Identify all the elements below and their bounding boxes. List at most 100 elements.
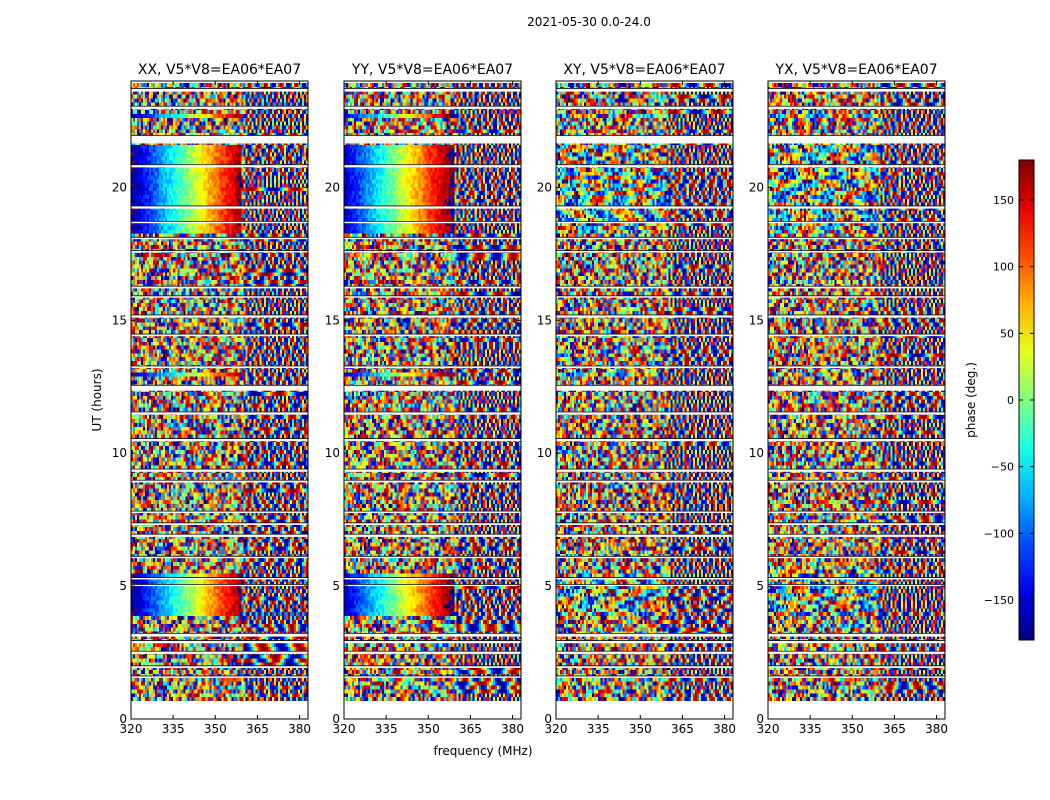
y-axis-label: UT (hours) — [90, 368, 104, 431]
y-tick-label: 5 — [119, 579, 127, 593]
panel-frame — [130, 80, 309, 720]
flagged-gap — [768, 534, 945, 537]
x-tick-label: 320 — [120, 722, 143, 736]
flagged-gap — [344, 250, 521, 253]
flagged-gap — [556, 135, 733, 144]
flagged-gap — [768, 385, 945, 391]
x-tick-label: 320 — [545, 722, 568, 736]
y-tick-label: 15 — [537, 313, 552, 327]
x-tick-label: 380 — [501, 722, 524, 736]
x-tick-label: 380 — [713, 722, 736, 736]
x-axis-label: frequency (MHz) — [433, 744, 532, 758]
flagged-gap — [131, 665, 308, 668]
flagged-gap — [556, 250, 733, 253]
x-tick-label: 335 — [799, 722, 822, 736]
flagged-gap — [131, 577, 308, 580]
flagged-gap — [131, 365, 308, 369]
flagged-gap — [344, 469, 521, 472]
flagged-gap — [768, 511, 945, 513]
y-tick-label: 5 — [332, 579, 340, 593]
panel-2: XY, V5*V8=EA06*EA07 320 335 350 365 380 0 5 10 15… — [537, 62, 736, 736]
panel-title: XY, V5*V8=EA06*EA07 — [563, 62, 725, 78]
flagged-gap — [556, 164, 733, 168]
y-tick-label: 0 — [756, 712, 764, 726]
colorbar-label: phase (deg.) — [964, 362, 978, 438]
flagged-gap — [131, 522, 308, 525]
flagged-gap — [344, 365, 521, 369]
flagged-gap — [556, 640, 733, 644]
flagged-gap — [768, 522, 945, 525]
flagged-gap — [131, 675, 308, 678]
flagged-gap — [768, 365, 945, 369]
x-tick-label: 320 — [333, 722, 356, 736]
flagged-gap — [768, 205, 945, 209]
flagged-gap — [556, 584, 733, 587]
x-tick-label: 365 — [883, 722, 906, 736]
flagged-gap — [131, 295, 308, 298]
flagged-gap — [768, 164, 945, 168]
flagged-gap — [131, 438, 308, 442]
flagged-gap — [131, 334, 308, 337]
flagged-gap — [344, 286, 521, 289]
flagged-gap — [768, 286, 945, 289]
flagged-gap — [768, 314, 945, 318]
flagged-gap — [556, 665, 733, 668]
flagged-gap — [556, 633, 733, 637]
flagged-gap — [556, 556, 733, 559]
x-tick-label: 365 — [459, 722, 482, 736]
no-data-region — [344, 701, 521, 719]
no-data-region — [131, 701, 308, 719]
flagged-gap — [556, 522, 733, 525]
flagged-gap — [556, 469, 733, 472]
panel-frame — [343, 80, 522, 720]
colorbar-tick-label: −50 — [991, 461, 1014, 474]
flagged-gap — [344, 164, 521, 168]
flagged-gap — [344, 665, 521, 668]
flagged-gap — [768, 135, 945, 144]
flagged-gap — [768, 334, 945, 337]
flagged-gap — [344, 205, 521, 209]
flagged-gap — [344, 584, 521, 587]
x-tick-label: 365 — [671, 722, 694, 736]
x-tick-label: 350 — [417, 722, 440, 736]
flagged-gap — [131, 221, 308, 224]
flagged-gap — [556, 334, 733, 337]
flagged-gap — [556, 237, 733, 240]
y-tick-label: 10 — [537, 446, 552, 460]
x-tick-label: 335 — [375, 722, 398, 736]
panels-group: XX, V5*V8=EA06*EA07 320 335 350 365 380 0 5 10 15… — [112, 62, 948, 736]
flagged-gap — [344, 534, 521, 537]
flagged-gap — [131, 480, 308, 483]
y-tick-label: 0 — [119, 712, 127, 726]
flagged-gap — [556, 534, 733, 537]
flagged-gap — [768, 651, 945, 654]
y-tick-label: 10 — [749, 446, 764, 460]
y-tick-label: 0 — [544, 712, 552, 726]
panel-0: XX, V5*V8=EA06*EA07 320 335 350 365 380 0 5 10 15… — [112, 62, 311, 736]
flagged-gap — [768, 556, 945, 559]
y-tick-label: 0 — [332, 712, 340, 726]
flagged-gap — [131, 385, 308, 391]
flagged-gap — [556, 295, 733, 298]
flagged-gap — [344, 633, 521, 637]
panel-title: XX, V5*V8=EA06*EA07 — [138, 62, 301, 78]
x-tick-label: 320 — [757, 722, 780, 736]
y-tick-label: 10 — [112, 446, 127, 460]
flagged-gap — [131, 106, 308, 109]
flagged-gap — [768, 237, 945, 240]
flagged-gap — [344, 577, 521, 580]
flagged-gap — [768, 221, 945, 224]
flagged-gap — [768, 640, 945, 644]
flagged-gap — [768, 295, 945, 298]
flagged-gap — [768, 633, 945, 637]
colorbar-tick-label: 0 — [1007, 394, 1014, 407]
flagged-gap — [344, 106, 521, 109]
flagged-gap — [344, 438, 521, 442]
flagged-gap — [344, 522, 521, 525]
flagged-gap — [344, 88, 521, 92]
flagged-gap — [768, 675, 945, 678]
flagged-gap — [344, 385, 521, 391]
y-tick-label: 15 — [112, 313, 127, 327]
flagged-gap — [131, 250, 308, 253]
flagged-gap — [131, 411, 308, 415]
